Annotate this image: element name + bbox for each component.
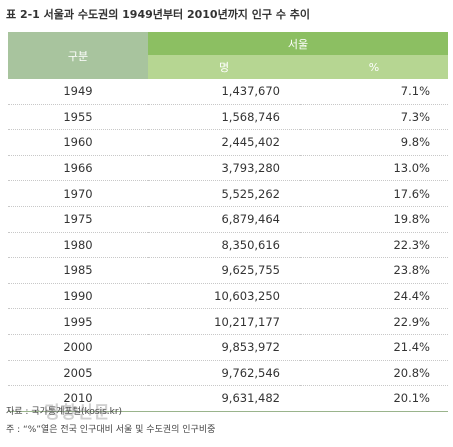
table-row: 1990 10,603,250 24.4%	[8, 283, 448, 310]
table-cell: 10,603,250	[148, 283, 300, 310]
table-row: 1980 8,350,616 22.3%	[8, 232, 448, 259]
table-header: 구분 서울 명 %	[8, 32, 448, 79]
table-cell: 3,793,280	[148, 155, 300, 182]
table-cell: 19.8%	[300, 206, 448, 233]
table-cell: 17.6%	[300, 180, 448, 207]
population-table: 구분 서울 명 % 1949 1,437,670 7.1% 1955 1,568,746…	[8, 32, 448, 412]
table-row: 1995 10,217,177 22.9%	[8, 308, 448, 335]
table-cell: 1970	[8, 180, 148, 207]
table-cell: 10,217,177	[148, 308, 300, 335]
table-cell: 1980	[8, 232, 148, 259]
table-cell: 1985	[8, 257, 148, 284]
table-cell: 1990	[8, 283, 148, 310]
table-cell: 8,350,616	[148, 232, 300, 259]
table-cell: 23.8%	[300, 257, 448, 284]
table-cell: 2000	[8, 334, 148, 361]
watermark: 경향신문	[44, 403, 111, 423]
table-cell: 9.8%	[300, 129, 448, 156]
table-row: 1985 9,625,755 23.8%	[8, 257, 448, 284]
table-cell: 2005	[8, 360, 148, 387]
table-cell: 21.4%	[300, 334, 448, 361]
table-cell: 20.8%	[300, 360, 448, 387]
table-cell: 5,525,262	[148, 180, 300, 207]
table-cell: 6,879,464	[148, 206, 300, 233]
table-cell: 1,568,746	[148, 104, 300, 131]
table-cell: 1,437,670	[148, 79, 300, 105]
table-cell: 22.3%	[300, 232, 448, 259]
source-note: 자료 : 국가통계포털(kosis.kr)	[6, 407, 123, 417]
header-cell: %	[300, 55, 448, 79]
table-cell: 1975	[8, 206, 148, 233]
table-cell: 1966	[8, 155, 148, 182]
table-row: 2000 9,853,972 21.4%	[8, 334, 448, 361]
table-cell: 9,625,755	[148, 257, 300, 284]
table-cell: 2,445,402	[148, 129, 300, 156]
header-cell: 서울	[148, 32, 448, 55]
table-title: 표 2-1 서울과 수도권의 1949년부터 2010년까지 인구 수 추이	[6, 8, 311, 21]
table-row: 1966 3,793,280 13.0%	[8, 155, 448, 182]
table-cell: 20.1%	[300, 385, 448, 412]
table-cell: 1960	[8, 129, 148, 156]
table-cell: 9,762,546	[148, 360, 300, 387]
table-row: 1975 6,879,464 19.8%	[8, 206, 448, 233]
table-cell: 1995	[8, 308, 148, 335]
table-cell: 7.3%	[300, 104, 448, 131]
header-row: 구분 서울	[8, 32, 448, 79]
table-body: 1949 1,437,670 7.1% 1955 1,568,746 7.3% 1960 2,…	[8, 79, 448, 412]
footnote: 주 : “%”열은 전국 인구대비 서울 및 수도권의 인구비중	[6, 425, 216, 435]
table-cell: 24.4%	[300, 283, 448, 310]
table-row: 2010 9,631,482 20.1%	[8, 385, 448, 412]
table-row: 1960 2,445,402 9.8%	[8, 129, 448, 156]
table-row: 1955 1,568,746 7.3%	[8, 104, 448, 131]
table-cell: 1955	[8, 104, 148, 131]
table-row: 2005 9,762,546 20.8%	[8, 360, 448, 387]
table-cell: 1949	[8, 79, 148, 105]
table-cell: 9,631,482	[148, 385, 300, 412]
table-cell: 2010	[8, 385, 148, 412]
header-cell: 명	[148, 55, 300, 79]
table-row: 1970 5,525,262 17.6%	[8, 180, 448, 207]
table-cell: 9,853,972	[148, 334, 300, 361]
table-row: 1949 1,437,670 7.1%	[8, 79, 448, 105]
header-cell: 구분	[8, 32, 148, 79]
table-cell: 22.9%	[300, 308, 448, 335]
table-cell: 7.1%	[300, 79, 448, 105]
header-row: 명 %	[8, 55, 448, 79]
table-cell: 13.0%	[300, 155, 448, 182]
